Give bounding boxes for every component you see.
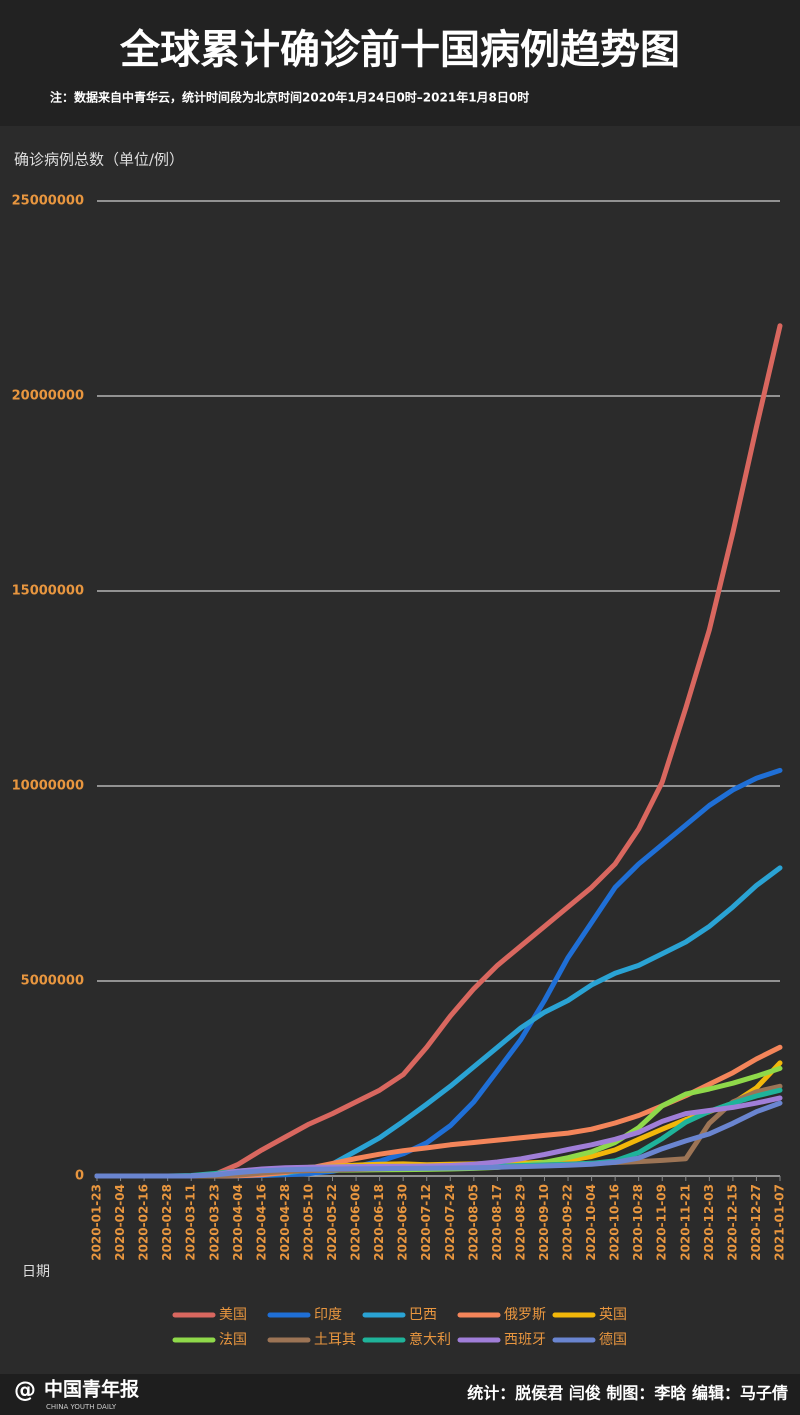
legend-label: 西班牙 <box>504 1332 546 1348</box>
x-tick-label: 2020-07-12 <box>419 1184 433 1261</box>
chart-subtitle: 注：数据来自中青华云，统计时间段为北京时间2020年1月24日0时–2021年1… <box>50 90 529 105</box>
y-tick-label: 15000000 <box>12 584 84 599</box>
x-tick-label: 2020-09-22 <box>561 1184 575 1261</box>
x-tick-label: 2020-12-03 <box>702 1184 716 1261</box>
x-tick-label: 2020-05-10 <box>301 1184 315 1261</box>
x-tick-label: 2021-01-07 <box>773 1184 787 1261</box>
footer-logo-en: CHINA YOUTH DAILY <box>46 1403 117 1411</box>
x-axis-label: 日期 <box>22 1264 50 1280</box>
x-tick-label: 2020-01-23 <box>90 1184 104 1261</box>
legend-label: 法国 <box>219 1332 247 1348</box>
x-tick-label: 2020-12-27 <box>749 1184 763 1261</box>
y-axis-label: 确诊病例总数（单位/例） <box>14 151 184 169</box>
header-bg <box>0 0 800 126</box>
x-tick-label: 2020-10-28 <box>631 1184 645 1261</box>
x-tick-label: 2020-03-11 <box>184 1184 198 1261</box>
legend-label: 俄罗斯 <box>504 1307 546 1323</box>
x-tick-label: 2020-03-23 <box>207 1184 221 1261</box>
x-tick-label: 2020-07-24 <box>443 1184 457 1261</box>
legend-label: 德国 <box>599 1332 627 1348</box>
x-tick-label: 2020-04-16 <box>254 1184 268 1261</box>
y-tick-label: 10000000 <box>12 779 84 794</box>
footer-bg <box>0 1374 800 1415</box>
footer-credits: 统计：脱侯君 闫俊 制图：李晗 编辑：马子倩 <box>467 1384 788 1403</box>
legend-label: 美国 <box>219 1307 247 1323</box>
x-tick-label: 2020-05-22 <box>325 1184 339 1261</box>
x-tick-label: 2020-10-16 <box>608 1184 622 1261</box>
x-tick-label: 2020-04-04 <box>231 1184 245 1261</box>
legend-label: 意大利 <box>409 1331 451 1348</box>
y-tick-label: 5000000 <box>21 974 84 989</box>
x-tick-label: 2020-02-04 <box>113 1184 127 1261</box>
x-tick-label: 2020-09-10 <box>537 1184 551 1261</box>
x-tick-label: 2020-02-16 <box>137 1184 151 1261</box>
x-tick-label: 2020-08-05 <box>466 1184 480 1261</box>
x-tick-label: 2020-08-29 <box>513 1184 527 1261</box>
y-tick-label: 0 <box>75 1169 84 1184</box>
x-tick-label: 2020-04-28 <box>278 1184 292 1261</box>
x-tick-label: 2020-06-30 <box>396 1184 410 1261</box>
series-line <box>94 1100 783 1179</box>
legend-label: 巴西 <box>409 1307 437 1323</box>
legend-label: 土耳其 <box>314 1332 356 1348</box>
footer-logo: 中国青年报 <box>44 1378 139 1401</box>
x-tick-label: 2020-12-15 <box>725 1184 739 1261</box>
x-tick-label: 2020-11-09 <box>655 1184 669 1261</box>
footer-logo-mark: @ <box>14 1378 36 1403</box>
y-tick-label: 20000000 <box>12 389 84 404</box>
x-tick-label: 2020-08-17 <box>490 1184 504 1261</box>
chart-title: 全球累计确诊前十国病例趋势图 <box>119 27 680 73</box>
x-tick-label: 2020-06-18 <box>372 1184 386 1261</box>
x-tick-label: 2020-06-06 <box>349 1184 363 1261</box>
x-tick-label: 2020-10-04 <box>584 1184 598 1261</box>
legend-label: 印度 <box>314 1307 342 1323</box>
legend-label: 英国 <box>599 1306 627 1323</box>
x-tick-label: 2020-02-28 <box>160 1184 174 1261</box>
x-tick-label: 2020-11-21 <box>678 1184 692 1261</box>
y-tick-label: 25000000 <box>12 194 84 209</box>
